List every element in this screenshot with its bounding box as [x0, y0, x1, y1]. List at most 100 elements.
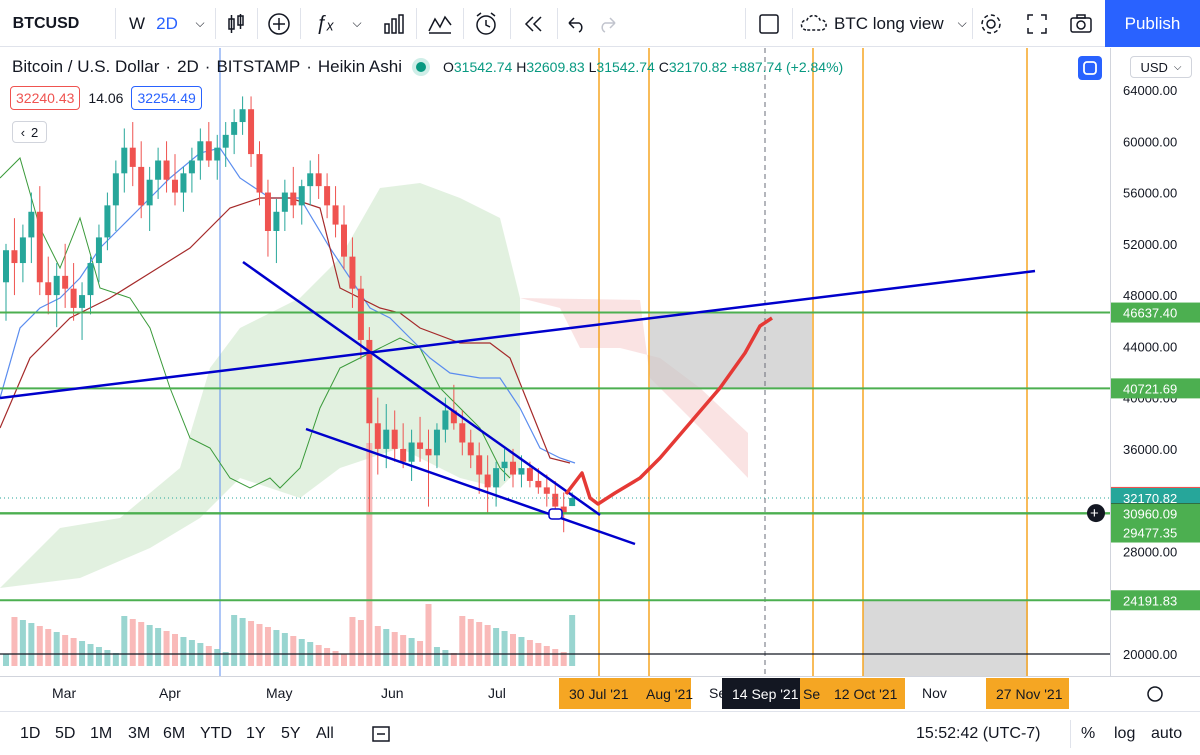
- volume-bar: [129, 619, 136, 666]
- volume-bar: [222, 652, 229, 666]
- date-marker-label: 27 Nov '21: [996, 686, 1063, 702]
- volume-bar: [526, 640, 533, 666]
- volume-bar: [459, 616, 466, 666]
- candle-body: [433, 429, 440, 456]
- candle-body: [70, 288, 77, 308]
- candle-body: [569, 497, 576, 507]
- candle-body: [391, 429, 398, 449]
- range-button-5y[interactable]: 5Y: [281, 725, 301, 742]
- volume-bar: [155, 628, 162, 666]
- symbol-search[interactable]: BTCUSD: [0, 0, 92, 47]
- volume-bar: [560, 652, 567, 666]
- percent-toggle[interactable]: %: [1081, 712, 1095, 755]
- log-toggle[interactable]: log: [1114, 712, 1135, 755]
- interval-2d-button[interactable]: 2D: [152, 0, 182, 47]
- currency-select[interactable]: USD ⌵: [1130, 56, 1192, 78]
- camera-icon: [1070, 13, 1092, 33]
- goto-date-button[interactable]: [370, 712, 392, 755]
- indicators-dropdown[interactable]: ⌵: [347, 0, 367, 47]
- volume-bar: [3, 654, 9, 666]
- candle-body: [535, 480, 542, 488]
- indicator-values: 32240.43 14.06 32254.49: [10, 86, 202, 110]
- volume-bar: [264, 627, 271, 666]
- candle-body: [79, 295, 86, 308]
- market-status-icon: [416, 62, 426, 72]
- volume-bar: [433, 647, 440, 666]
- financials-button[interactable]: [380, 0, 408, 47]
- clock[interactable]: 15:52:42 (UTC-7): [916, 712, 1041, 755]
- price-scale[interactable]: 20000.0024000.0028000.0032000.0036000.00…: [1110, 48, 1200, 676]
- candle-body: [341, 224, 347, 257]
- lagging-span-line: [0, 157, 511, 489]
- date-marker-box: [800, 678, 825, 709]
- sync-button[interactable]: [1078, 56, 1102, 80]
- templates-button[interactable]: [424, 0, 456, 47]
- date-marker-box: [559, 678, 640, 709]
- range-button-all[interactable]: All: [316, 725, 334, 742]
- wedge-lower-trendline: [305, 427, 636, 546]
- toolbar-divider: [557, 8, 558, 39]
- ichimoku-cloud-bull: [0, 183, 520, 588]
- toolbar-divider: [115, 8, 116, 39]
- indicator-value-right: 32254.49: [131, 86, 202, 110]
- price-label-text: 30960.09: [1123, 507, 1177, 522]
- range-button-1m[interactable]: 1M: [90, 725, 113, 742]
- candle-body: [484, 474, 491, 488]
- volume-bar: [53, 632, 60, 666]
- chart-pane[interactable]: +: [0, 48, 1110, 676]
- chevron-left-icon: ‹: [20, 124, 26, 140]
- replay-button[interactable]: [518, 0, 550, 47]
- candle-body: [332, 205, 339, 225]
- volume-bar: [391, 632, 398, 666]
- forecast-path: [564, 316, 773, 506]
- range-button-5d[interactable]: 5D: [55, 725, 76, 742]
- expand-icon: [1027, 13, 1047, 34]
- interval-dropdown[interactable]: ⌵: [190, 0, 210, 47]
- fullscreen-button[interactable]: [1022, 0, 1052, 47]
- alarm-clock-icon: [476, 11, 496, 35]
- candle-body: [11, 250, 18, 264]
- range-button-1y[interactable]: 1Y: [246, 725, 266, 742]
- volume-bar: [239, 618, 246, 666]
- candle-body: [560, 506, 567, 513]
- indicators-button[interactable]: ƒₓ: [310, 0, 340, 47]
- range-button-ytd[interactable]: YTD: [200, 725, 232, 742]
- volume-bar: [104, 650, 111, 666]
- interval-w-button[interactable]: W: [124, 0, 150, 47]
- volume-bar: [256, 624, 263, 666]
- volume-bar: [180, 637, 187, 666]
- candle-body: [501, 461, 508, 469]
- time-tick-label: Nov: [922, 685, 947, 701]
- range-button-6m[interactable]: 6M: [163, 725, 186, 742]
- time-axis[interactable]: Mar Apr May Jun Jul Se Nov 30 Jul '21 Aug '21 14 …: [0, 676, 1200, 710]
- publish-button[interactable]: Publish: [1105, 0, 1200, 47]
- auto-toggle[interactable]: auto: [1151, 712, 1182, 755]
- price-label-box: [1111, 522, 1200, 543]
- collapse-indicators-button[interactable]: ‹ 2: [12, 121, 47, 143]
- compare-button[interactable]: [264, 0, 294, 47]
- volume-bar: [87, 644, 94, 666]
- high-key: H: [516, 59, 527, 75]
- range-button-3m[interactable]: 3M: [128, 725, 151, 742]
- fullscreen-toggle[interactable]: [754, 0, 784, 47]
- range-button-1d[interactable]: 1D: [20, 725, 41, 742]
- volume-bar: [425, 604, 432, 666]
- chart-type-button[interactable]: [222, 0, 250, 47]
- candle-body: [526, 468, 533, 481]
- undo-button[interactable]: [564, 0, 588, 47]
- candle-body: [264, 192, 271, 231]
- settings-button[interactable]: [976, 0, 1006, 47]
- chevron-down-icon: ⌵: [1173, 61, 1182, 73]
- volume-bar: [357, 620, 364, 666]
- layout-selector[interactable]: BTC long view ⌵: [800, 0, 970, 47]
- gear-icon: [981, 13, 1001, 34]
- redo-icon: [601, 16, 616, 33]
- indicator-value-left: 32240.43: [10, 86, 81, 110]
- alert-button[interactable]: [470, 0, 502, 47]
- candle-body: [231, 122, 238, 135]
- top-toolbar: BTCUSD W 2D ⌵ ƒₓ ⌵: [0, 0, 1200, 47]
- candle-body: [357, 288, 364, 340]
- snapshot-button[interactable]: [1066, 0, 1096, 47]
- candle-body: [349, 256, 356, 289]
- redo-button[interactable]: [596, 0, 620, 47]
